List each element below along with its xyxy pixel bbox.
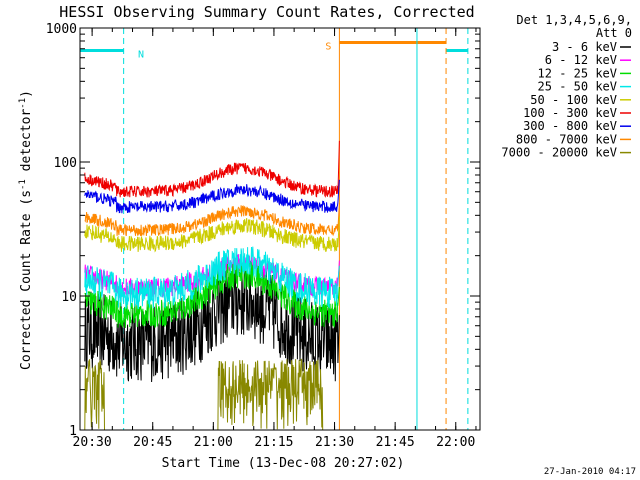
x-tick-label-5: 21:45 bbox=[376, 435, 415, 450]
x-tick-label-3: 21:15 bbox=[254, 435, 293, 450]
x-axis-label: Start Time (13-Dec-08 20:27:02) bbox=[162, 456, 405, 471]
plot-area: NS bbox=[80, 28, 469, 431]
y-tick-label-2: 100 bbox=[54, 156, 77, 171]
series-6 bbox=[84, 179, 340, 214]
legend-label-8: 7000 - 20000 keV bbox=[501, 146, 617, 160]
plot-frame bbox=[79, 27, 481, 431]
legend-header-line-1: Det 1,3,4,5,6,9, bbox=[516, 13, 632, 27]
y-tick-label-0: 1 bbox=[69, 424, 77, 439]
series-3 bbox=[84, 246, 340, 310]
axes: 20:30 20:45 21:00 21:15 21:30 21:45 22:00 1 10 10… bbox=[46, 22, 481, 450]
chart-title: HESSI Observing Summary Count Rates, Cor… bbox=[59, 3, 474, 21]
x-tick-label-6: 22:00 bbox=[436, 435, 475, 450]
legend-header-line-2: Att 0 bbox=[596, 26, 632, 40]
x-tick-label-0: 20:30 bbox=[73, 435, 112, 450]
series-5 bbox=[84, 140, 340, 198]
series-0 bbox=[84, 260, 340, 383]
y-tick-label-1: 10 bbox=[61, 290, 77, 305]
legend-label-2: 12 - 25 keV bbox=[538, 66, 617, 80]
legend-label-6: 300 - 800 keV bbox=[523, 119, 617, 133]
series-8 bbox=[84, 358, 338, 431]
flag-label-s: S bbox=[325, 41, 331, 52]
series-4 bbox=[84, 216, 340, 253]
legend-label-4: 50 - 100 keV bbox=[530, 93, 617, 107]
y-tick-label-3: 1000 bbox=[46, 22, 77, 37]
footer-date: 27-Jan-2010 04:17 bbox=[544, 467, 636, 477]
x-tick-label-2: 21:00 bbox=[194, 435, 233, 450]
legend-label-5: 100 - 300 keV bbox=[523, 106, 617, 120]
legend-label-3: 25 - 50 keV bbox=[538, 80, 617, 94]
flag-label-n: N bbox=[138, 49, 144, 60]
x-tick-label-4: 21:30 bbox=[315, 435, 354, 450]
legend-label-1: 6 - 12 keV bbox=[545, 53, 617, 67]
series-7 bbox=[84, 202, 340, 237]
legend-label-7: 800 - 7000 keV bbox=[516, 132, 617, 146]
legend-label-0: 3 - 6 keV bbox=[552, 40, 617, 54]
y-axis-label: Corrected Count Rate (s-1 detector-1) bbox=[18, 90, 34, 370]
x-tick-label-1: 20:45 bbox=[133, 435, 172, 450]
